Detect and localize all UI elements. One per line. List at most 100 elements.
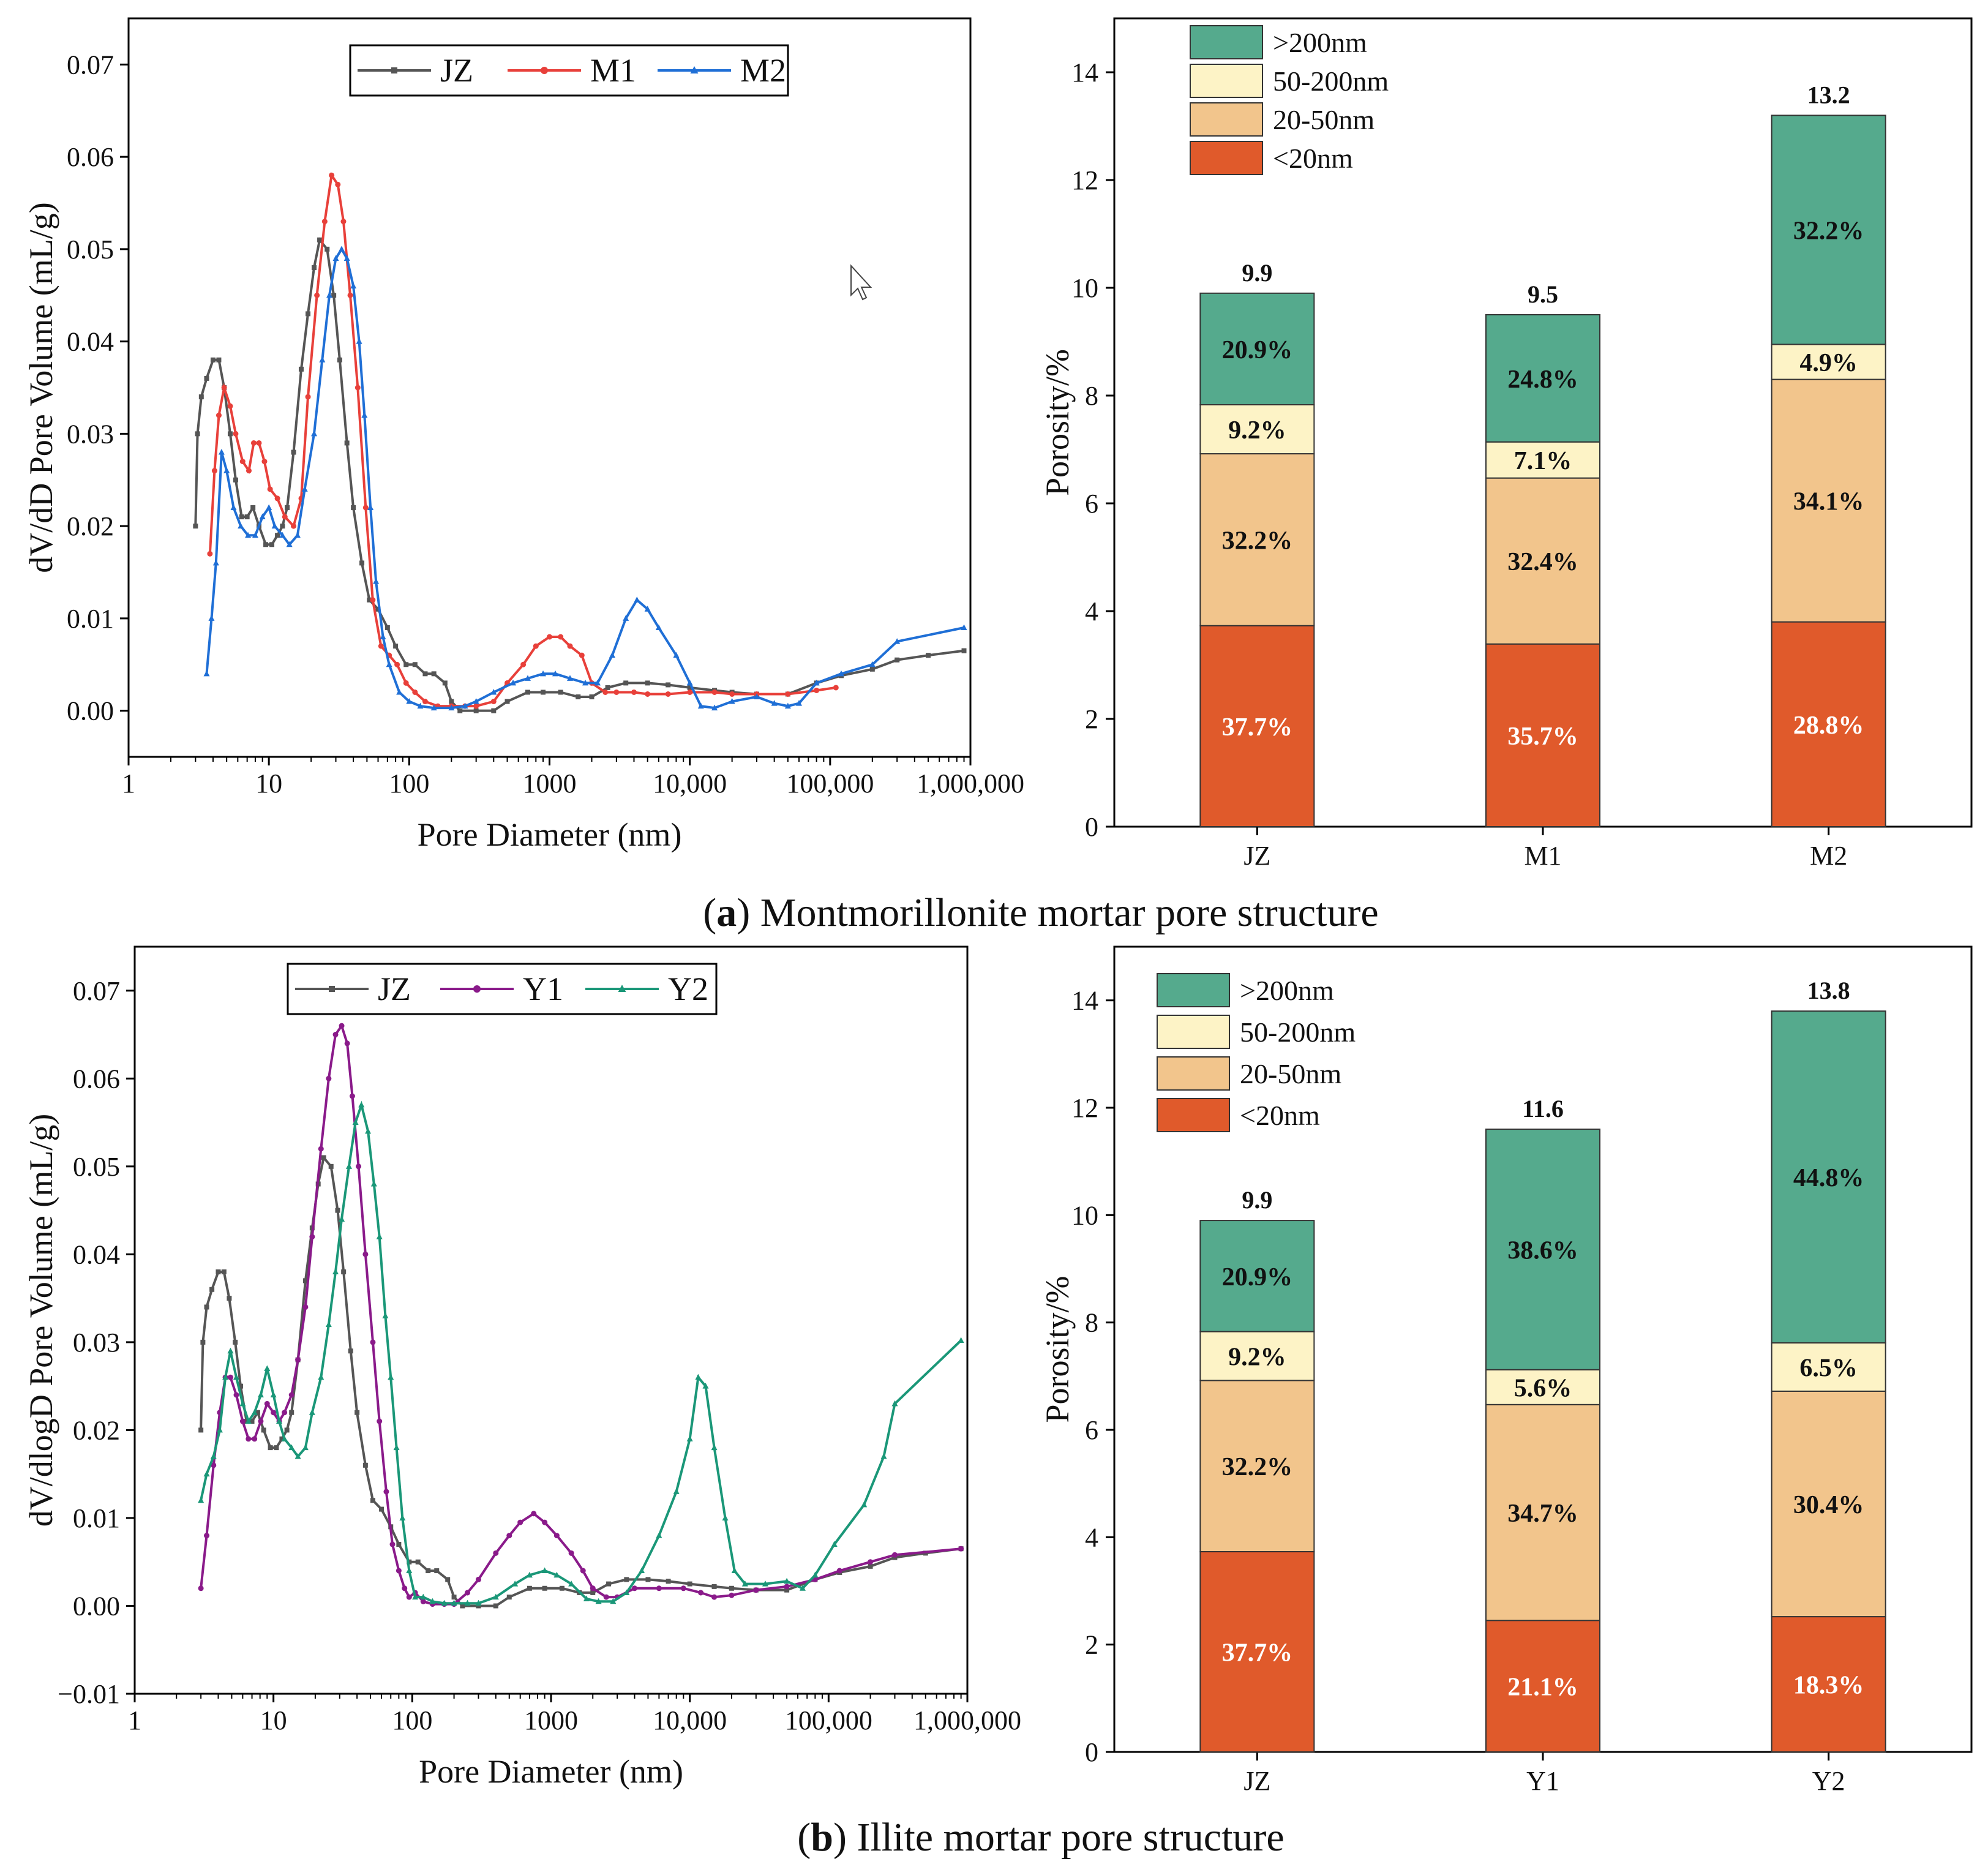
data-point bbox=[238, 1383, 244, 1389]
data-point bbox=[624, 1577, 629, 1582]
data-point bbox=[422, 699, 428, 705]
data-point bbox=[325, 1321, 332, 1328]
data-point bbox=[216, 412, 222, 418]
data-point bbox=[207, 551, 213, 557]
y-tick-label: 0.03 bbox=[73, 1328, 120, 1358]
data-point bbox=[583, 1595, 590, 1601]
data-point bbox=[445, 1577, 451, 1582]
data-point bbox=[771, 700, 778, 706]
data-point bbox=[631, 689, 637, 695]
data-point bbox=[198, 1585, 204, 1592]
data-point bbox=[493, 1603, 498, 1609]
y-tick-label: 0.01 bbox=[67, 604, 114, 634]
data-point bbox=[344, 440, 350, 446]
data-point bbox=[731, 1567, 738, 1574]
data-point bbox=[656, 1585, 662, 1592]
data-point bbox=[221, 1269, 227, 1275]
data-point bbox=[282, 514, 288, 520]
data-point bbox=[309, 1234, 315, 1240]
data-point bbox=[527, 1585, 532, 1591]
data-point bbox=[697, 702, 704, 709]
data-point bbox=[204, 375, 209, 381]
data-point bbox=[729, 698, 735, 704]
data-point bbox=[382, 1312, 389, 1318]
segment-label: 28.8% bbox=[1793, 712, 1864, 740]
legend-marker bbox=[690, 66, 699, 73]
data-point bbox=[426, 1568, 431, 1574]
data-point bbox=[209, 1287, 215, 1292]
data-point bbox=[462, 702, 468, 709]
data-point bbox=[377, 1418, 383, 1424]
data-point bbox=[279, 1436, 285, 1441]
data-point bbox=[198, 1427, 204, 1433]
y-tick-label: 0.02 bbox=[73, 1415, 120, 1445]
x-axis-label: Pore Diameter (nm) bbox=[418, 816, 682, 853]
data-point bbox=[339, 1023, 345, 1029]
data-point bbox=[266, 504, 272, 510]
data-point bbox=[289, 1410, 294, 1415]
data-point bbox=[362, 1251, 369, 1257]
data-point bbox=[869, 666, 875, 672]
data-point bbox=[233, 477, 238, 483]
x-tick-label: 1 bbox=[128, 1705, 141, 1735]
data-point bbox=[541, 1567, 548, 1574]
data-point bbox=[298, 366, 304, 372]
data-point bbox=[520, 661, 527, 667]
data-point bbox=[644, 606, 651, 612]
bar-total-label: 9.9 bbox=[1242, 259, 1272, 287]
data-point bbox=[204, 1533, 210, 1539]
legend-label: 20-50nm bbox=[1240, 1058, 1341, 1089]
data-point bbox=[337, 357, 342, 363]
data-point bbox=[567, 643, 573, 649]
y-tick-label: 10 bbox=[1071, 1200, 1098, 1230]
segment-label: 30.4% bbox=[1793, 1491, 1864, 1519]
data-point bbox=[349, 1093, 355, 1099]
x-tick-label: JZ bbox=[1243, 1766, 1270, 1796]
data-point bbox=[441, 1599, 448, 1606]
x-tick-label: 1,000,000 bbox=[913, 1705, 1021, 1735]
data-point bbox=[412, 689, 418, 695]
bar-segment-y1 bbox=[1485, 1129, 1600, 1370]
y-tick-label: 2 bbox=[1085, 704, 1098, 734]
legend-label: M1 bbox=[590, 52, 636, 89]
data-point bbox=[880, 1452, 887, 1459]
y-tick-label: 4 bbox=[1085, 596, 1098, 626]
bar-segment-jz bbox=[1199, 1220, 1315, 1332]
segment-label: 6.5% bbox=[1799, 1354, 1858, 1382]
data-point bbox=[666, 682, 671, 688]
data-point bbox=[230, 504, 237, 510]
data-point bbox=[680, 1585, 686, 1592]
segment-label: 21.1% bbox=[1507, 1674, 1578, 1702]
data-point bbox=[753, 1587, 759, 1593]
data-point bbox=[623, 1589, 630, 1595]
data-point bbox=[475, 1576, 481, 1582]
data-point bbox=[729, 691, 735, 697]
legend: JZ Y1 Y2 bbox=[287, 963, 718, 1015]
data-point bbox=[375, 606, 381, 612]
data-point bbox=[351, 505, 356, 510]
data-point bbox=[602, 689, 609, 695]
data-point bbox=[396, 1542, 402, 1547]
data-point bbox=[365, 1127, 372, 1134]
segment-label: 20.9% bbox=[1222, 336, 1293, 364]
data-point bbox=[393, 644, 399, 649]
legend-swatch bbox=[1190, 25, 1263, 59]
data-point bbox=[193, 524, 198, 529]
legend-swatch bbox=[1157, 1098, 1230, 1132]
bar-total-label: 13.2 bbox=[1807, 81, 1850, 108]
series-jz bbox=[193, 237, 967, 713]
legend-marker bbox=[618, 985, 626, 992]
data-point bbox=[328, 1163, 334, 1169]
data-point bbox=[861, 1501, 868, 1508]
data-point bbox=[383, 1489, 389, 1495]
y-axis-label: Porosity/% bbox=[1039, 1276, 1076, 1422]
data-point bbox=[762, 1580, 768, 1587]
data-point bbox=[314, 292, 320, 298]
data-point bbox=[239, 1418, 246, 1424]
segment-label: 20.9% bbox=[1222, 1263, 1293, 1291]
data-point bbox=[338, 246, 345, 252]
data-point bbox=[430, 704, 437, 711]
data-point bbox=[245, 532, 252, 538]
data-point bbox=[250, 505, 256, 510]
data-point bbox=[631, 1585, 637, 1592]
